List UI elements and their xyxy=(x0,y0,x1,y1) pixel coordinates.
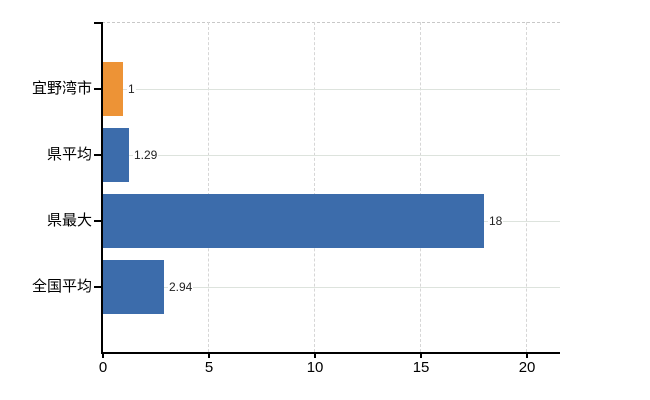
category-label: 宜野湾市 xyxy=(31,80,92,97)
x-axis-line xyxy=(101,352,560,354)
vertical-gridline xyxy=(526,22,528,352)
x-tick-label: 10 xyxy=(306,359,324,376)
y-axis-line xyxy=(101,22,103,352)
horizontal-gridline xyxy=(102,89,560,90)
y-axis-tick xyxy=(94,220,102,222)
bar xyxy=(102,62,123,116)
bar-value-label: 1 xyxy=(127,82,136,96)
vertical-gridline xyxy=(208,22,210,352)
x-axis-tick xyxy=(420,353,422,358)
bar xyxy=(102,128,129,182)
category-label: 県最大 xyxy=(46,212,92,229)
y-axis-tick xyxy=(94,154,102,156)
bar xyxy=(102,260,164,314)
x-tick-label: 0 xyxy=(98,359,108,376)
x-tick-label: 15 xyxy=(412,359,430,376)
bar-value-label: 1.29 xyxy=(133,148,159,162)
x-axis-tick xyxy=(526,353,528,358)
x-axis-tick xyxy=(102,353,104,358)
plot-top-border xyxy=(102,22,560,23)
x-tick-label: 20 xyxy=(518,359,536,376)
bar-value-label: 18 xyxy=(488,214,504,228)
bar-value-label: 2.94 xyxy=(168,280,194,294)
bar xyxy=(102,194,484,248)
horizontal-gridline xyxy=(102,287,560,288)
x-axis-tick xyxy=(208,353,210,358)
y-axis-top-tick xyxy=(94,22,102,24)
category-label: 県平均 xyxy=(46,146,92,163)
y-axis-tick xyxy=(94,88,102,90)
x-axis-tick xyxy=(314,353,316,358)
horizontal-gridline xyxy=(102,155,560,156)
y-axis-tick xyxy=(94,286,102,288)
category-label: 全国平均 xyxy=(31,278,92,295)
x-tick-label: 5 xyxy=(204,359,214,376)
vertical-gridline xyxy=(314,22,316,352)
vertical-gridline xyxy=(420,22,422,352)
